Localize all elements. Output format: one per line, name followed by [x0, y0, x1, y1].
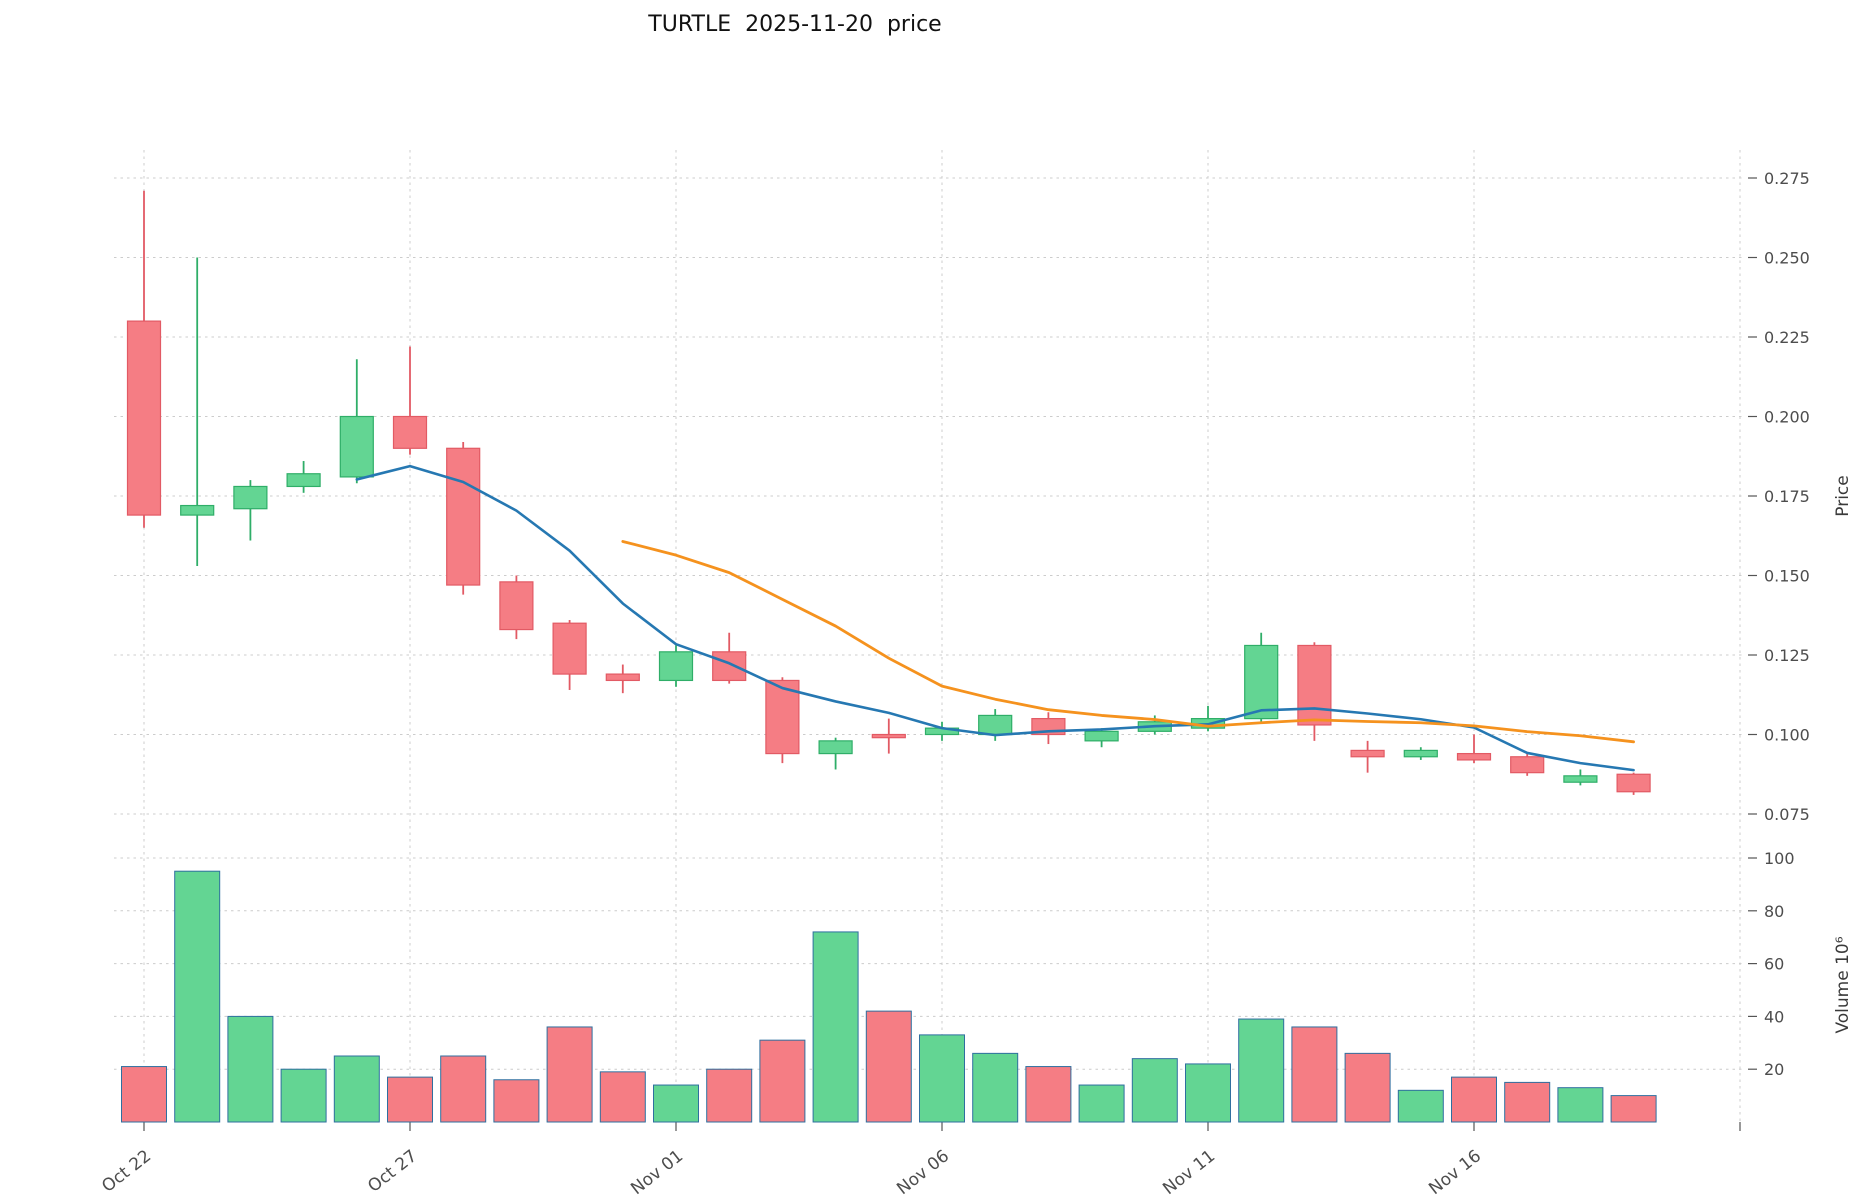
- volume-tick-label: 80: [1764, 902, 1784, 921]
- x-tick-label: Oct 27: [364, 1146, 421, 1197]
- x-tick-label: Nov 16: [1425, 1146, 1485, 1199]
- candle-body: [1616, 773, 1651, 793]
- volume-tick-label: 40: [1764, 1007, 1784, 1026]
- volume-bar: [227, 1015, 274, 1123]
- price-tick-label: 0.100: [1764, 726, 1810, 745]
- volume-bar: [1131, 1058, 1178, 1123]
- candle-body: [1297, 644, 1332, 726]
- candle-body: [1456, 752, 1492, 761]
- volume-bar: [280, 1068, 327, 1123]
- volume-tick-label: 60: [1764, 955, 1784, 974]
- price-tick-label: 0.125: [1764, 646, 1810, 665]
- candle-body: [499, 581, 534, 631]
- price-tick-label: 0.175: [1764, 487, 1810, 506]
- candle-body: [339, 415, 374, 478]
- volume-bar: [174, 870, 221, 1123]
- volume-bar: [1344, 1052, 1391, 1123]
- candle-body: [1510, 756, 1545, 774]
- candle-body: [712, 651, 747, 682]
- candle-body: [286, 473, 321, 488]
- candle-body: [765, 679, 800, 755]
- price-axis-label: Price: [1833, 475, 1853, 516]
- ma-fast-line: [355, 464, 1635, 772]
- volume-bar: [493, 1079, 540, 1123]
- volume-bar: [919, 1034, 965, 1123]
- candle-body: [126, 320, 162, 516]
- volume-bar: [1557, 1087, 1604, 1123]
- volume-bar: [440, 1055, 487, 1123]
- volume-bar: [387, 1076, 433, 1123]
- volume-bar: [972, 1052, 1019, 1123]
- volume-bar: [1185, 1063, 1231, 1123]
- volume-bar: [333, 1055, 380, 1123]
- volume-bar: [1610, 1095, 1657, 1123]
- volume-bar: [1397, 1089, 1444, 1123]
- candle-body: [233, 485, 268, 510]
- candle-body: [1403, 749, 1438, 758]
- x-tick-label: Oct 22: [98, 1146, 155, 1197]
- candle-body: [605, 673, 640, 682]
- candle-body: [552, 622, 587, 675]
- volume-bar: [812, 931, 859, 1123]
- volume-bar: [1025, 1066, 1072, 1123]
- candle-body: [446, 447, 481, 586]
- volume-bar: [546, 1026, 593, 1123]
- candle-body: [871, 733, 906, 739]
- candle-body: [1563, 775, 1598, 783]
- ma-slow-line: [621, 540, 1635, 744]
- volume-tick-label: 20: [1764, 1060, 1784, 1079]
- candle-body: [978, 714, 1013, 736]
- volume-bar: [1291, 1026, 1338, 1123]
- volume-axis-label: Volume 10⁶: [1833, 936, 1853, 1033]
- candle-body: [818, 740, 853, 755]
- candle-body: [180, 504, 215, 516]
- candle-body: [1084, 730, 1119, 742]
- price-tick-label: 0.225: [1764, 328, 1810, 347]
- volume-bar: [653, 1084, 699, 1123]
- x-tick-label: Nov 06: [893, 1146, 953, 1199]
- volume-bar: [1078, 1084, 1125, 1123]
- x-tick-label: Nov 11: [1159, 1146, 1219, 1199]
- chart-title: TURTLE 2025-11-20 price: [648, 12, 942, 37]
- volume-tick-label: 100: [1764, 849, 1795, 868]
- candle-body: [1244, 644, 1279, 720]
- price-tick-label: 0.075: [1764, 805, 1810, 824]
- volume-bar: [599, 1071, 646, 1123]
- price-tick-label: 0.150: [1764, 567, 1810, 586]
- volume-bar: [759, 1039, 806, 1123]
- candle-body: [392, 415, 428, 449]
- volume-bar: [1451, 1076, 1497, 1123]
- volume-bar: [706, 1068, 753, 1123]
- candle-body: [658, 651, 694, 682]
- volume-bar: [1238, 1018, 1285, 1123]
- volume-bar: [1504, 1081, 1551, 1123]
- price-tick-label: 0.275: [1764, 169, 1810, 188]
- volume-bar: [865, 1010, 912, 1123]
- price-tick-label: 0.200: [1764, 408, 1810, 427]
- volume-bar: [121, 1066, 167, 1123]
- x-tick-label: Nov 01: [627, 1146, 687, 1199]
- candle-body: [1350, 749, 1385, 758]
- price-tick-label: 0.250: [1764, 249, 1810, 268]
